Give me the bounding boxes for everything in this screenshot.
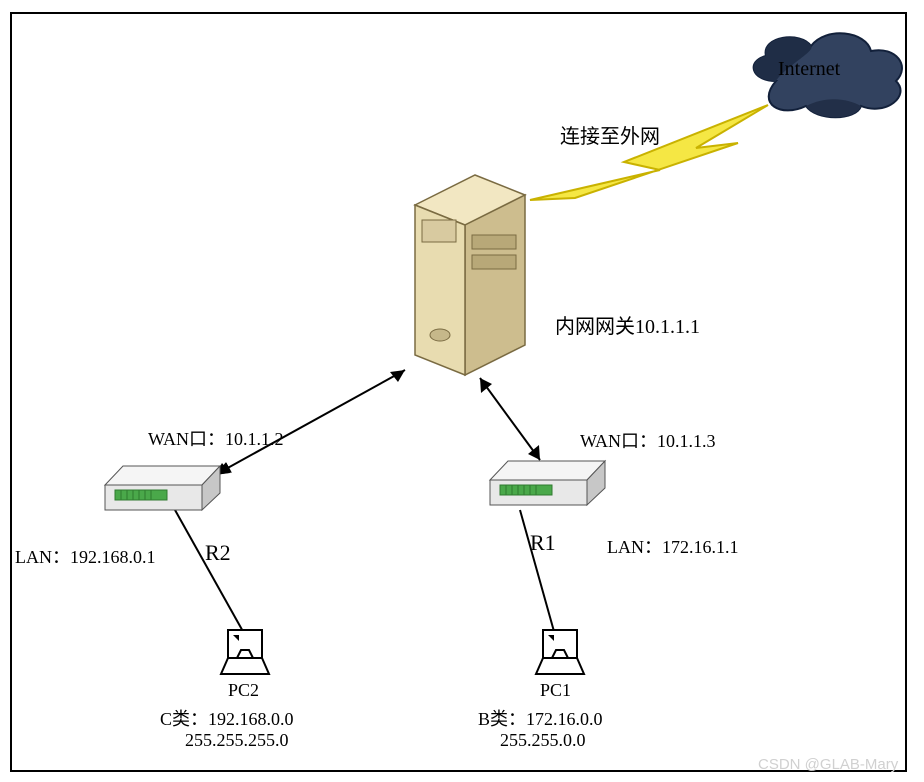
- r1-wan-label: WAN口：10.1.1.3: [580, 427, 716, 453]
- diagram-canvas: Internet: [0, 0, 924, 782]
- diagram-border: [10, 12, 907, 772]
- pc1-label: PC1: [540, 680, 571, 701]
- pc2-net-label: C类：192.168.0.0: [160, 705, 294, 731]
- r2-label: R2: [205, 540, 231, 566]
- watermark: CSDN @GLAB-Mary: [758, 756, 898, 773]
- r2-wan-label: WAN口：10.1.1.2: [148, 425, 284, 451]
- pc1-mask-label: 255.255.0.0: [500, 730, 586, 751]
- gateway-label: 内网网关10.1.1.1: [555, 310, 700, 339]
- connect-to-wan-label: 连接至外网: [560, 120, 660, 149]
- pc1-net-label: B类：172.16.0.0: [478, 705, 603, 731]
- internet-label: Internet: [778, 58, 840, 81]
- r2-lan-label: LAN：192.168.0.1: [15, 543, 156, 569]
- r1-lan-label: LAN：172.16.1.1: [607, 533, 739, 559]
- pc2-label: PC2: [228, 680, 259, 701]
- pc2-mask-label: 255.255.255.0: [185, 730, 289, 751]
- r1-label: R1: [530, 530, 556, 556]
